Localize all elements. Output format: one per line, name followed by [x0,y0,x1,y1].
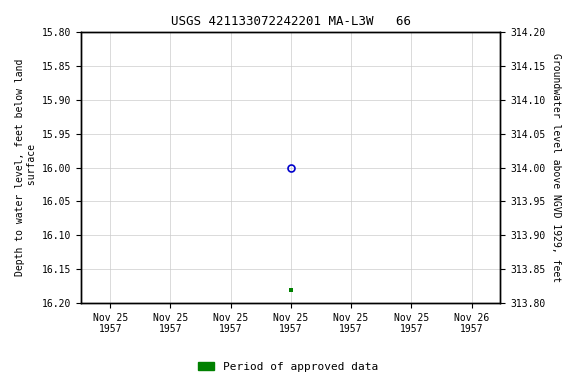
Legend: Period of approved data: Period of approved data [193,358,383,377]
Y-axis label: Depth to water level, feet below land
 surface: Depth to water level, feet below land su… [15,59,37,276]
Title: USGS 421133072242201 MA-L3W   66: USGS 421133072242201 MA-L3W 66 [171,15,411,28]
Y-axis label: Groundwater level above NGVD 1929, feet: Groundwater level above NGVD 1929, feet [551,53,561,282]
